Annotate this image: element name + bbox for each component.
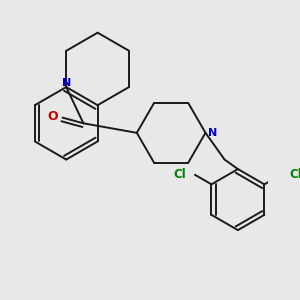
Text: N: N: [208, 128, 218, 138]
Text: Cl: Cl: [174, 168, 186, 181]
Text: Cl: Cl: [290, 168, 300, 181]
Text: N: N: [61, 78, 71, 88]
Text: O: O: [48, 110, 58, 123]
